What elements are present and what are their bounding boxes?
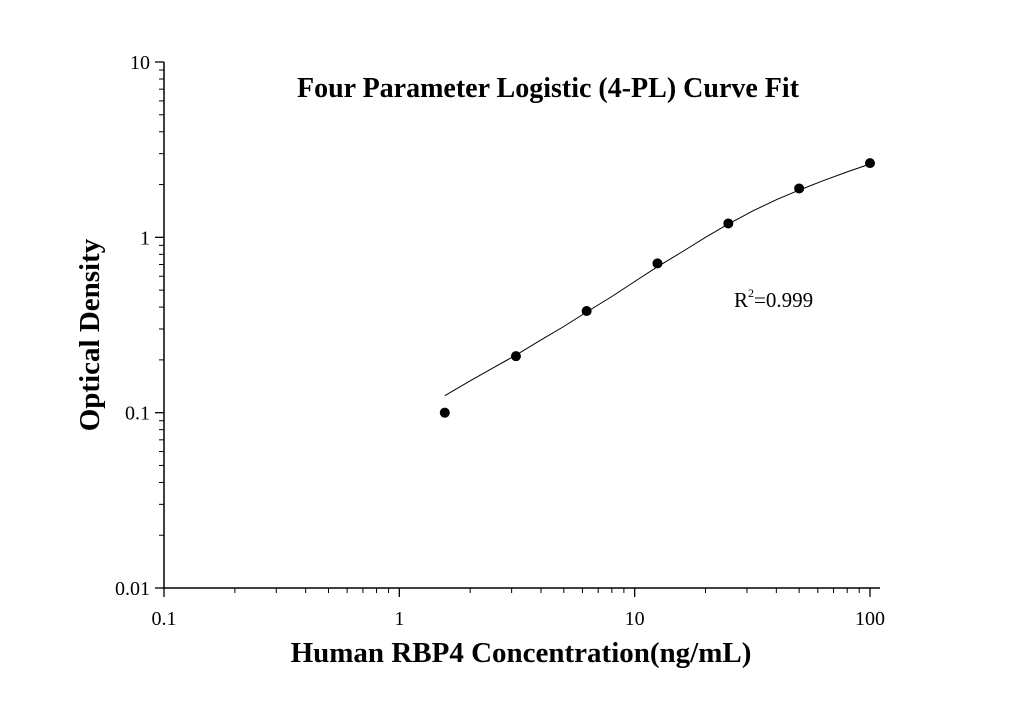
y-tick-label: 1 bbox=[140, 227, 150, 249]
y-axis-label: Optical Density bbox=[74, 238, 106, 431]
x-tick-label: 1 bbox=[394, 608, 404, 630]
data-point bbox=[723, 218, 734, 229]
x-tick-label: 100 bbox=[855, 608, 885, 630]
chart-title: Four Parameter Logistic (4-PL) Curve Fit bbox=[297, 73, 800, 104]
r-squared-base: R bbox=[734, 288, 748, 312]
y-tick-label: 0.01 bbox=[115, 578, 150, 600]
data-point bbox=[510, 351, 521, 362]
data-point bbox=[439, 407, 450, 418]
x-axis-label: Human RBP4 Concentration(ng/mL) bbox=[291, 637, 752, 669]
data-point bbox=[865, 158, 875, 169]
y-axis-ticks: 0.01 0.1 1 10 bbox=[115, 52, 164, 600]
y-tick-label: 10 bbox=[130, 52, 150, 74]
data-point bbox=[794, 183, 805, 194]
data-point bbox=[581, 306, 592, 317]
r-squared-annotation: R2=0.999 bbox=[734, 286, 813, 312]
x-tick-label: 10 bbox=[625, 608, 645, 630]
data-points bbox=[439, 158, 875, 418]
y-tick-label: 0.1 bbox=[125, 403, 150, 425]
r-squared-value: =0.999 bbox=[754, 288, 813, 312]
x-tick-label: 0.1 bbox=[152, 608, 177, 630]
data-point bbox=[652, 258, 663, 269]
x-axis-ticks: 0.1 1 10 100 bbox=[152, 588, 885, 630]
r-squared-superscript: 2 bbox=[748, 286, 754, 300]
axes bbox=[163, 62, 880, 589]
